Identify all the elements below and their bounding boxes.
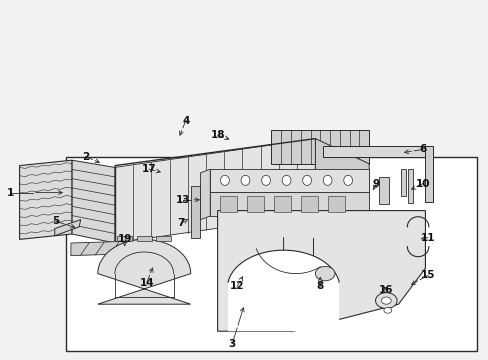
Ellipse shape — [261, 175, 270, 185]
Text: 5: 5 — [53, 216, 60, 226]
Text: 10: 10 — [415, 179, 429, 189]
Circle shape — [375, 293, 396, 309]
Text: 9: 9 — [372, 179, 379, 189]
Text: 11: 11 — [420, 233, 434, 243]
Circle shape — [383, 307, 391, 313]
Text: 15: 15 — [420, 270, 434, 280]
Text: 19: 19 — [117, 234, 132, 244]
Polygon shape — [210, 169, 368, 192]
Bar — [156, 236, 171, 241]
Circle shape — [381, 297, 390, 304]
Ellipse shape — [241, 175, 249, 185]
Bar — [327, 196, 344, 212]
Polygon shape — [227, 250, 339, 331]
Text: 2: 2 — [82, 152, 89, 162]
Polygon shape — [200, 169, 210, 220]
Bar — [407, 169, 412, 203]
Bar — [66, 157, 476, 351]
Text: 7: 7 — [177, 218, 184, 228]
Bar — [137, 236, 151, 241]
Ellipse shape — [282, 175, 290, 185]
Bar — [190, 186, 199, 238]
Bar — [400, 169, 405, 196]
Bar — [378, 177, 388, 204]
Ellipse shape — [323, 175, 331, 185]
Bar — [117, 236, 132, 241]
Text: 13: 13 — [176, 195, 190, 205]
Ellipse shape — [302, 175, 311, 185]
Polygon shape — [425, 146, 432, 202]
Polygon shape — [115, 139, 315, 243]
Polygon shape — [55, 220, 81, 236]
Polygon shape — [315, 139, 368, 214]
Polygon shape — [72, 160, 115, 243]
Text: 14: 14 — [139, 278, 154, 288]
Text: 18: 18 — [210, 130, 224, 140]
Text: 3: 3 — [228, 339, 235, 349]
Bar — [300, 196, 317, 212]
Polygon shape — [98, 239, 190, 304]
Text: 6: 6 — [419, 144, 426, 154]
Polygon shape — [210, 192, 368, 216]
Polygon shape — [271, 130, 368, 164]
Bar — [246, 196, 264, 212]
Ellipse shape — [343, 175, 352, 185]
Text: 17: 17 — [142, 164, 156, 174]
Bar — [273, 196, 290, 212]
Polygon shape — [322, 146, 429, 157]
Text: 16: 16 — [378, 285, 393, 295]
Bar — [220, 196, 237, 212]
Circle shape — [315, 266, 334, 281]
Text: 8: 8 — [316, 281, 323, 291]
Polygon shape — [217, 211, 425, 331]
Text: 1: 1 — [7, 188, 14, 198]
Ellipse shape — [220, 175, 229, 185]
Text: 4: 4 — [182, 116, 189, 126]
Polygon shape — [71, 241, 129, 256]
Text: 12: 12 — [229, 281, 244, 291]
Polygon shape — [20, 160, 72, 239]
